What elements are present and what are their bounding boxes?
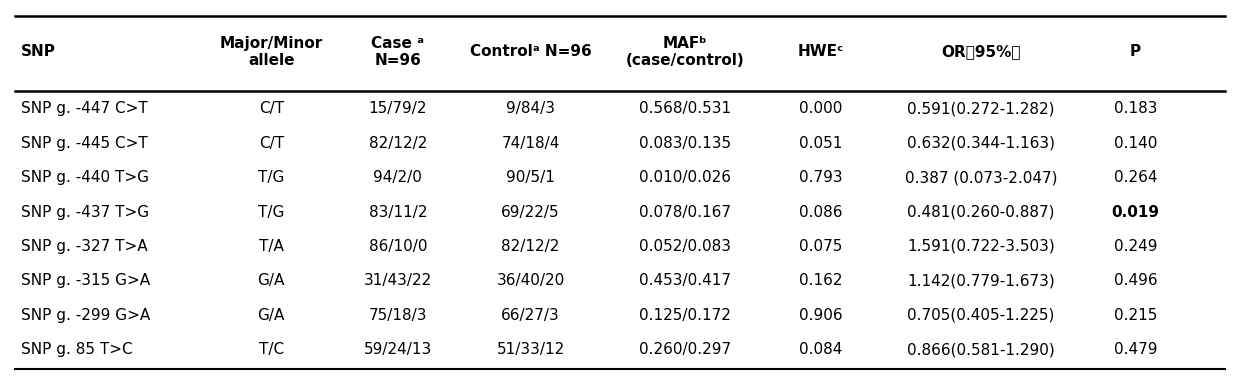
Text: 0.183: 0.183 — [1114, 101, 1157, 116]
Text: 75/18/3: 75/18/3 — [368, 308, 427, 323]
Text: 0.260/0.297: 0.260/0.297 — [639, 342, 730, 357]
Text: T/C: T/C — [259, 342, 284, 357]
Text: 0.084: 0.084 — [799, 342, 842, 357]
Text: 0.496: 0.496 — [1114, 273, 1157, 288]
Text: 0.019: 0.019 — [1111, 205, 1159, 219]
Text: 86/10/0: 86/10/0 — [368, 239, 427, 254]
Text: 0.632(0.344-1.163): 0.632(0.344-1.163) — [908, 136, 1055, 151]
Text: SNP g. -445 C>T: SNP g. -445 C>T — [21, 136, 148, 151]
Text: 0.481(0.260-0.887): 0.481(0.260-0.887) — [908, 205, 1055, 219]
Text: SNP g. -315 G>A: SNP g. -315 G>A — [21, 273, 150, 288]
Text: 82/12/2: 82/12/2 — [501, 239, 559, 254]
Text: 1.591(0.722-3.503): 1.591(0.722-3.503) — [908, 239, 1055, 254]
Text: 15/79/2: 15/79/2 — [368, 101, 427, 116]
Text: MAFᵇ
(case/control): MAFᵇ (case/control) — [625, 36, 744, 68]
Text: 90/5/1: 90/5/1 — [506, 170, 556, 185]
Text: 69/22/5: 69/22/5 — [501, 205, 559, 219]
Text: T/G: T/G — [258, 170, 284, 185]
Text: 31/43/22: 31/43/22 — [363, 273, 432, 288]
Text: 0.249: 0.249 — [1114, 239, 1157, 254]
Text: 82/12/2: 82/12/2 — [368, 136, 427, 151]
Text: SNP g. -299 G>A: SNP g. -299 G>A — [21, 308, 150, 323]
Text: HWEᶜ: HWEᶜ — [797, 44, 843, 59]
Text: SNP g. -437 T>G: SNP g. -437 T>G — [21, 205, 149, 219]
Text: Controlᵃ N=96: Controlᵃ N=96 — [470, 44, 591, 59]
Text: Case ᵃ
N=96: Case ᵃ N=96 — [371, 36, 424, 68]
Text: 0.000: 0.000 — [799, 101, 842, 116]
Text: 0.453/0.417: 0.453/0.417 — [639, 273, 730, 288]
Text: 0.125/0.172: 0.125/0.172 — [639, 308, 730, 323]
Text: SNP g. -327 T>A: SNP g. -327 T>A — [21, 239, 148, 254]
Text: 0.078/0.167: 0.078/0.167 — [639, 205, 730, 219]
Text: 0.387 (0.073-2.047): 0.387 (0.073-2.047) — [905, 170, 1058, 185]
Text: 0.140: 0.140 — [1114, 136, 1157, 151]
Text: C/T: C/T — [259, 101, 284, 116]
Text: 36/40/20: 36/40/20 — [496, 273, 564, 288]
Text: G/A: G/A — [258, 308, 285, 323]
Text: SNP g. -440 T>G: SNP g. -440 T>G — [21, 170, 149, 185]
Text: C/T: C/T — [259, 136, 284, 151]
Text: 0.083/0.135: 0.083/0.135 — [639, 136, 730, 151]
Text: Major/Minor
allele: Major/Minor allele — [219, 36, 322, 68]
Text: 0.086: 0.086 — [799, 205, 842, 219]
Text: 0.052/0.083: 0.052/0.083 — [639, 239, 730, 254]
Text: 0.568/0.531: 0.568/0.531 — [639, 101, 730, 116]
Text: 83/11/2: 83/11/2 — [368, 205, 427, 219]
Text: 1.142(0.779-1.673): 1.142(0.779-1.673) — [908, 273, 1055, 288]
Text: 0.075: 0.075 — [799, 239, 842, 254]
Text: 9/84/3: 9/84/3 — [506, 101, 556, 116]
Text: P: P — [1130, 44, 1141, 59]
Text: 0.215: 0.215 — [1114, 308, 1157, 323]
Text: 0.705(0.405-1.225): 0.705(0.405-1.225) — [908, 308, 1055, 323]
Text: 51/33/12: 51/33/12 — [496, 342, 564, 357]
Text: 66/27/3: 66/27/3 — [501, 308, 560, 323]
Text: OR（95%）: OR（95%） — [941, 44, 1021, 59]
Text: 0.591(0.272-1.282): 0.591(0.272-1.282) — [908, 101, 1055, 116]
Text: 0.010/0.026: 0.010/0.026 — [639, 170, 730, 185]
Text: 59/24/13: 59/24/13 — [363, 342, 432, 357]
Text: 0.479: 0.479 — [1114, 342, 1157, 357]
Text: T/G: T/G — [258, 205, 284, 219]
Text: SNP g. 85 T>C: SNP g. 85 T>C — [21, 342, 133, 357]
Text: T/A: T/A — [259, 239, 284, 254]
Text: 74/18/4: 74/18/4 — [501, 136, 559, 151]
Text: 0.866(0.581-1.290): 0.866(0.581-1.290) — [908, 342, 1055, 357]
Text: 0.264: 0.264 — [1114, 170, 1157, 185]
Text: G/A: G/A — [258, 273, 285, 288]
Text: SNP: SNP — [21, 44, 56, 59]
Text: 0.906: 0.906 — [799, 308, 842, 323]
Text: 0.051: 0.051 — [799, 136, 842, 151]
Text: 0.162: 0.162 — [799, 273, 842, 288]
Text: SNP g. -447 C>T: SNP g. -447 C>T — [21, 101, 148, 116]
Text: 94/2/0: 94/2/0 — [373, 170, 423, 185]
Text: 0.793: 0.793 — [799, 170, 842, 185]
